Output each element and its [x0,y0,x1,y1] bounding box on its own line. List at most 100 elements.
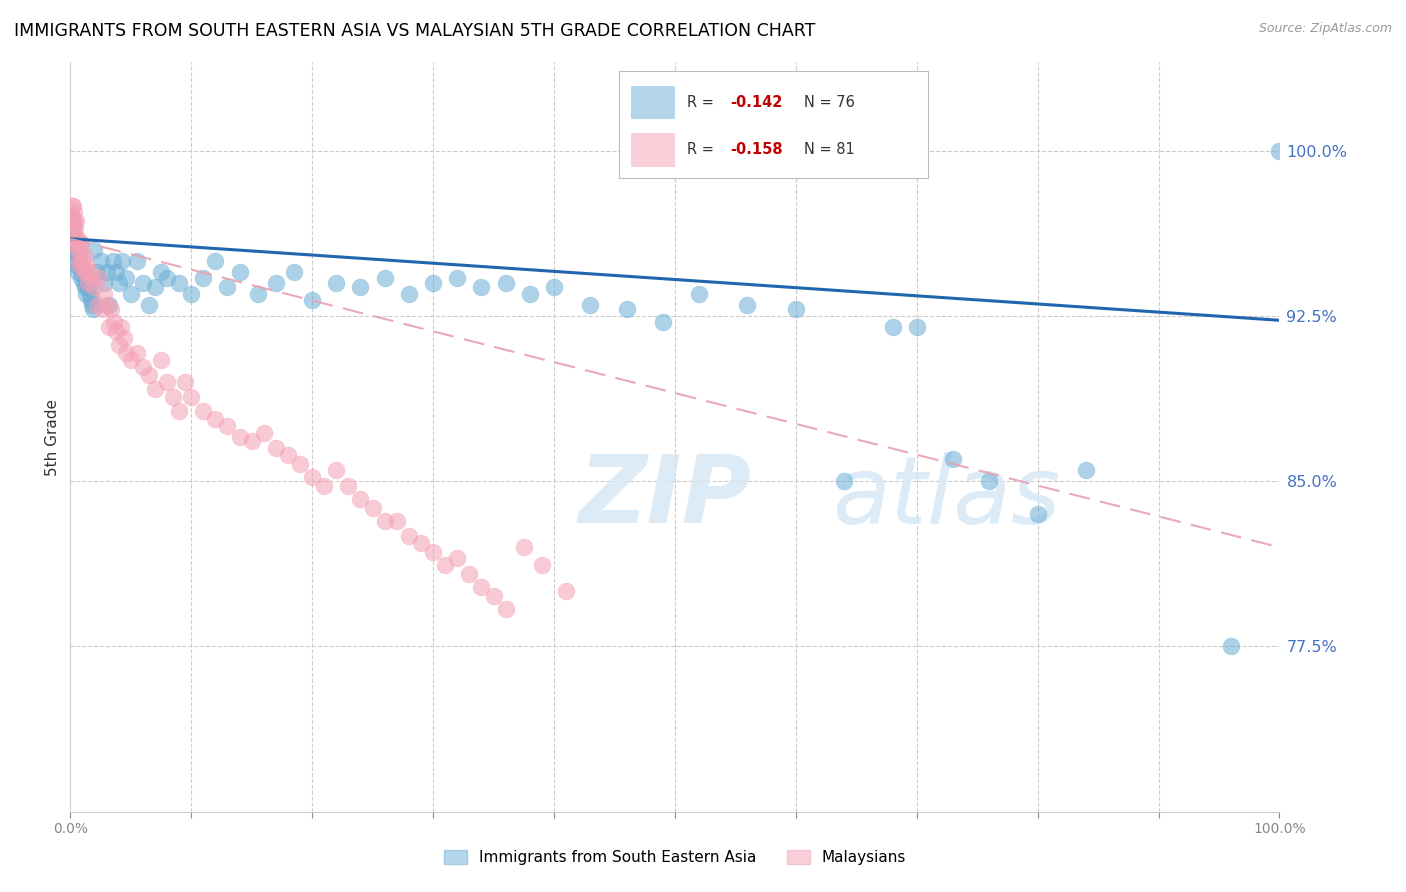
Point [374,271,396,285]
Point [105,265,128,279]
Y-axis label: 5th Grade: 5th Grade [45,399,60,475]
Point [120,286,142,301]
Text: N = 81: N = 81 [804,142,855,157]
Text: IMMIGRANTS FROM SOUTH EASTERN ASIA VS MALAYSIAN 5TH GRADE CORRELATION CHART: IMMIGRANTS FROM SOUTH EASTERN ASIA VS MA… [14,22,815,40]
Point [228,265,250,279]
Point [446,551,468,566]
Point [422,276,444,290]
Point [1268,144,1291,158]
Point [65,214,87,228]
Point [180,286,202,301]
Point [96,265,118,279]
Point [301,469,323,483]
Point [143,382,166,396]
Point [72,265,94,279]
Point [688,286,710,301]
Point [150,353,172,368]
Point [69,258,91,272]
Point [325,276,347,290]
Text: R =: R = [686,95,718,110]
Point [72,265,94,279]
Point [143,280,166,294]
Point [264,276,287,290]
Point [240,434,263,449]
Point [115,271,138,285]
Point [737,298,759,312]
Point [65,253,87,268]
Point [979,474,1001,488]
Point [616,302,638,317]
Text: N = 76: N = 76 [804,95,855,110]
Text: -0.142: -0.142 [730,95,782,110]
Point [77,280,100,294]
Point [76,265,98,279]
Point [73,249,96,263]
Point [555,584,578,599]
Point [138,368,160,383]
Point [125,253,148,268]
Point [66,232,89,246]
Point [138,298,160,312]
Point [162,391,184,405]
Bar [631,134,675,166]
Point [125,346,148,360]
Point [105,324,128,338]
Point [72,276,94,290]
Point [543,280,565,294]
Point [112,331,135,345]
Text: atlas: atlas [832,451,1060,542]
Point [63,236,86,251]
Point [63,243,86,257]
Point [905,319,928,334]
Point [156,271,179,285]
Point [110,319,132,334]
Point [785,302,807,317]
Point [69,258,91,272]
Point [325,463,347,477]
Point [69,243,91,257]
Point [80,293,103,308]
Point [101,253,124,268]
Point [228,430,250,444]
Point [65,232,87,246]
Point [73,280,96,294]
Point [62,199,84,213]
Point [86,298,108,312]
Point [398,286,420,301]
Point [80,298,103,312]
Point [446,271,468,285]
Point [246,286,269,301]
Point [67,249,90,263]
Point [150,265,172,279]
Point [76,276,98,290]
Point [337,478,360,492]
Point [513,541,536,555]
Point [63,236,86,251]
Point [349,280,371,294]
Bar [631,87,675,119]
Point [60,210,83,224]
Point [63,220,86,235]
Point [120,353,142,368]
Point [374,514,396,528]
Text: ZIP: ZIP [578,451,751,543]
Point [349,491,371,506]
Point [86,265,108,279]
Point [79,286,101,301]
Point [519,286,541,301]
Text: -0.158: -0.158 [730,142,783,157]
Point [180,391,202,405]
Point [63,214,86,228]
Point [882,319,904,334]
Point [422,544,444,558]
Point [63,205,86,219]
Point [361,500,384,515]
Point [193,271,215,285]
Point [470,280,492,294]
Point [398,529,420,543]
Point [283,265,305,279]
Point [167,403,190,417]
Legend: Immigrants from South Eastern Asia, Malaysians: Immigrants from South Eastern Asia, Mala… [437,844,912,871]
Point [72,253,94,268]
Point [832,474,855,488]
